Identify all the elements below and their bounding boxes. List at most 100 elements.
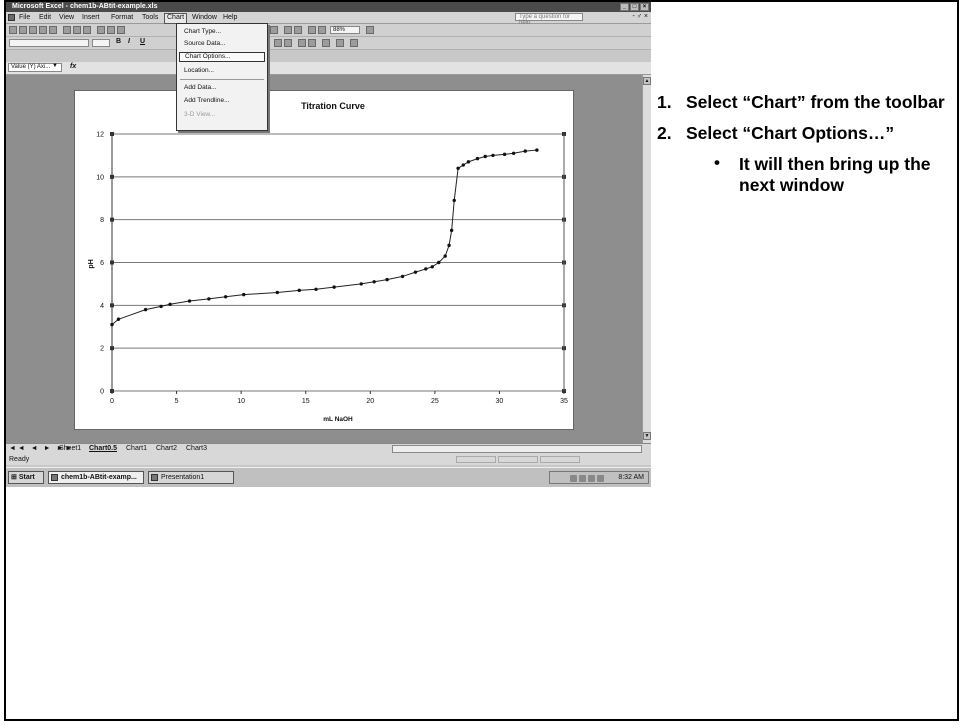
- data-point: [385, 277, 389, 282]
- menu-add-trendline[interactable]: Add Trendline...: [184, 97, 230, 104]
- formula-bar: Value (Y) Axi... ▼ fx: [6, 62, 651, 75]
- underline-button[interactable]: U: [140, 38, 146, 45]
- scroll-up-icon[interactable]: ▲: [643, 77, 651, 85]
- data-point: [452, 198, 456, 203]
- font-name-select[interactable]: [9, 39, 89, 47]
- help-icon[interactable]: [366, 26, 374, 34]
- help-search-input[interactable]: Type a question for help: [515, 13, 583, 26]
- step-1: 1. Select “Chart” from the toolbar: [656, 92, 956, 113]
- sub-bullet-text: It will then bring up the next window: [739, 154, 931, 195]
- menu-add-data[interactable]: Add Data...: [184, 84, 217, 91]
- menu-tools[interactable]: Tools: [142, 14, 159, 21]
- menu-separator: [180, 79, 264, 80]
- data-point: [332, 285, 336, 289]
- excel-doc-icon[interactable]: [8, 14, 15, 21]
- data-point: [491, 153, 495, 158]
- close-button[interactable]: ×: [640, 3, 649, 11]
- titration-chart[interactable]: 0 2 4 6 8 10 12 0 5 10 15 20 25 30 35 Titration Curve mL…: [75, 91, 573, 429]
- window-title: Microsoft Excel - chem1b-ABtit-example.x…: [12, 3, 158, 10]
- cut-icon[interactable]: [97, 26, 105, 34]
- bold-button[interactable]: B: [116, 38, 122, 45]
- menu-format[interactable]: Format: [111, 14, 134, 21]
- menu-chart-options[interactable]: Chart Options...: [179, 52, 265, 62]
- menu-view[interactable]: View: [59, 14, 75, 21]
- x-tick-label: 5: [175, 398, 179, 405]
- new-icon[interactable]: [9, 26, 17, 34]
- y-tick-label: 0: [100, 389, 104, 396]
- x-tick-label: 0: [110, 398, 114, 405]
- data-point: [443, 254, 447, 258]
- chart-area[interactable]: 0 2 4 6 8 10 12 0 5 10 15 20 25 30 35 Titration Curve mL…: [74, 90, 574, 430]
- sheet-tab-chart3[interactable]: Chart3: [186, 445, 208, 452]
- sheet-tab-chart0-5[interactable]: Chart0.5: [89, 445, 118, 452]
- fill-color-icon[interactable]: [336, 39, 344, 47]
- vertical-scrollbar[interactable]: ▲ ▼: [642, 75, 651, 443]
- menu-edit[interactable]: Edit: [39, 14, 52, 21]
- step-2-text: Select “Chart Options…”: [686, 123, 895, 143]
- taskbar-excel-button[interactable]: chem1b-ABtit-examp...: [48, 471, 144, 484]
- step-1-text: Select “Chart” from the toolbar: [686, 92, 945, 112]
- zoom-select[interactable]: 88%: [330, 26, 360, 34]
- minimize-button[interactable]: _: [620, 3, 629, 11]
- font-size-select[interactable]: [92, 39, 110, 47]
- maximize-button[interactable]: □: [630, 3, 639, 11]
- chart-wizard-icon[interactable]: [308, 26, 316, 34]
- italic-button[interactable]: I: [128, 38, 130, 45]
- menu-3d-view: 3-D View...: [184, 111, 216, 118]
- menu-chart-type[interactable]: Chart Type...: [184, 28, 222, 35]
- menu-source-data[interactable]: Source Data...: [184, 40, 226, 47]
- decrease-indent-icon[interactable]: [298, 39, 306, 47]
- horizontal-scrollbar[interactable]: [392, 445, 642, 453]
- document-window-controls[interactable]: - ♂ ×: [632, 13, 648, 20]
- menu-file[interactable]: File: [19, 14, 31, 21]
- copy-icon[interactable]: [107, 26, 115, 34]
- font-color-icon[interactable]: [350, 39, 358, 47]
- drawing-icon[interactable]: [318, 26, 326, 34]
- decrease-decimal-icon[interactable]: [284, 39, 292, 47]
- name-box[interactable]: Value (Y) Axi...: [8, 63, 62, 72]
- menu-help[interactable]: Help: [223, 14, 238, 21]
- permission-icon[interactable]: [39, 26, 47, 34]
- sheet-tab-sheet1[interactable]: Sheet1: [59, 445, 82, 452]
- borders-icon[interactable]: [322, 39, 330, 47]
- start-button[interactable]: ⊞ Start: [8, 471, 44, 484]
- scroll-down-icon[interactable]: ▼: [643, 432, 651, 440]
- name-box-dropdown-icon[interactable]: ▼: [52, 63, 58, 69]
- y-tick-label: 4: [100, 303, 104, 310]
- menu-chart[interactable]: Chart: [164, 13, 188, 24]
- data-point: [242, 292, 246, 297]
- spelling-icon[interactable]: [83, 26, 91, 34]
- y-tick-label: 2: [100, 346, 104, 353]
- sort-descending-icon[interactable]: [294, 26, 302, 34]
- paste-icon[interactable]: [117, 26, 125, 34]
- increase-decimal-icon[interactable]: [274, 39, 282, 47]
- increase-indent-icon[interactable]: [308, 39, 316, 47]
- data-point: [159, 304, 163, 309]
- y-tick-label: 8: [100, 217, 104, 224]
- menu-location[interactable]: Location...: [184, 67, 214, 74]
- excel-icon: [51, 474, 58, 481]
- sort-ascending-icon[interactable]: [284, 26, 292, 34]
- data-point: [314, 287, 318, 291]
- insert-function-icon[interactable]: fx: [70, 63, 77, 70]
- autosum-icon[interactable]: [270, 26, 278, 34]
- print-preview-icon[interactable]: [73, 26, 81, 34]
- status-bar: Ready: [6, 454, 651, 465]
- slide-frame: Microsoft Excel - chem1b-ABtit-example.x…: [4, 0, 959, 721]
- step-1-number: 1.: [657, 92, 672, 112]
- menu-window[interactable]: Window: [192, 14, 217, 21]
- instructions-panel: 1. Select “Chart” from the toolbar 2. Se…: [656, 92, 956, 196]
- email-icon[interactable]: [49, 26, 57, 34]
- window-controls: _ □ ×: [620, 3, 649, 11]
- print-icon[interactable]: [63, 26, 71, 34]
- tray-icons[interactable]: [570, 475, 604, 482]
- open-icon[interactable]: [19, 26, 27, 34]
- sheet-tab-chart1[interactable]: Chart1: [126, 445, 148, 452]
- save-icon[interactable]: [29, 26, 37, 34]
- data-point: [511, 151, 516, 155]
- taskbar-powerpoint-button[interactable]: Presentation1: [148, 471, 234, 484]
- sheet-tab-chart2[interactable]: Chart2: [156, 445, 178, 452]
- menu-insert[interactable]: Insert: [82, 14, 100, 21]
- taskbar-excel-label: chem1b-ABtit-examp...: [61, 474, 137, 481]
- sheet-nav-buttons[interactable]: ◄◄ ◄ ► ►►: [9, 445, 75, 452]
